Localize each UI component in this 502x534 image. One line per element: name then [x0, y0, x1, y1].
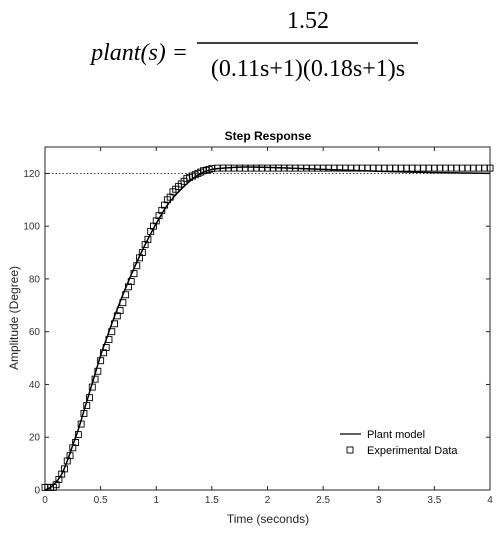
x-tick-label: 1.5 — [205, 495, 219, 506]
experimental-data-point — [486, 164, 494, 172]
x-axis-label: Time (seconds) — [227, 512, 309, 526]
y-tick-label: 100 — [23, 222, 40, 233]
x-tick-label: 2.5 — [316, 495, 330, 506]
chart-title: Step Response — [225, 129, 312, 143]
x-tick-label: 1 — [153, 495, 159, 506]
equation-lhs: plant(s) = — [89, 40, 188, 66]
legend: Plant model Experimental Data — [340, 429, 458, 457]
legend-label-experimental-data: Experimental Data — [367, 445, 458, 457]
equation-denominator: (0.11s+1)(0.18s+1)s — [211, 56, 405, 82]
equation-numerator: 1.52 — [287, 8, 329, 34]
x-tick-label: 0.5 — [94, 495, 108, 506]
x-tick-label: 3 — [376, 495, 382, 506]
x-tick-label: 4 — [487, 495, 493, 506]
y-tick-label: 0 — [34, 486, 40, 497]
plant-model-line — [44, 166, 491, 491]
x-tick-label: 2 — [265, 495, 271, 506]
y-axis-label: Amplitude (Degree) — [7, 266, 21, 370]
y-tick-label: 60 — [29, 327, 41, 338]
x-tick-label: 0 — [42, 495, 48, 506]
series-layer — [41, 164, 494, 491]
y-tick-label: 40 — [29, 380, 41, 391]
y-tick-label: 20 — [29, 433, 41, 444]
experimental-data-point — [61, 465, 68, 473]
legend-label-plant-model: Plant model — [367, 429, 425, 441]
experimental-data-point — [144, 235, 152, 243]
y-tick-label: 120 — [23, 169, 40, 180]
legend-square-swatch — [346, 446, 354, 454]
experimental-data-point — [94, 367, 102, 375]
transfer-function-equation: plant(s) = 1.52 (0.11s+1)(0.18s+1)s — [89, 8, 418, 82]
x-tick-label: 3.5 — [427, 495, 441, 506]
y-tick-label: 80 — [29, 274, 41, 285]
